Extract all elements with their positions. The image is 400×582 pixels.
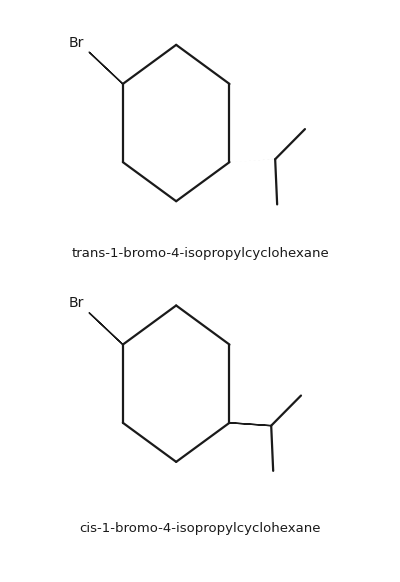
Text: Br: Br — [69, 36, 84, 49]
Text: Br: Br — [69, 296, 84, 310]
Polygon shape — [89, 52, 123, 84]
Text: cis-1-bromo-4-isopropylcyclohexane: cis-1-bromo-4-isopropylcyclohexane — [79, 522, 321, 535]
Text: trans-1-bromo-4-isopropylcyclohexane: trans-1-bromo-4-isopropylcyclohexane — [71, 247, 329, 260]
Polygon shape — [89, 313, 123, 345]
Polygon shape — [230, 423, 271, 425]
